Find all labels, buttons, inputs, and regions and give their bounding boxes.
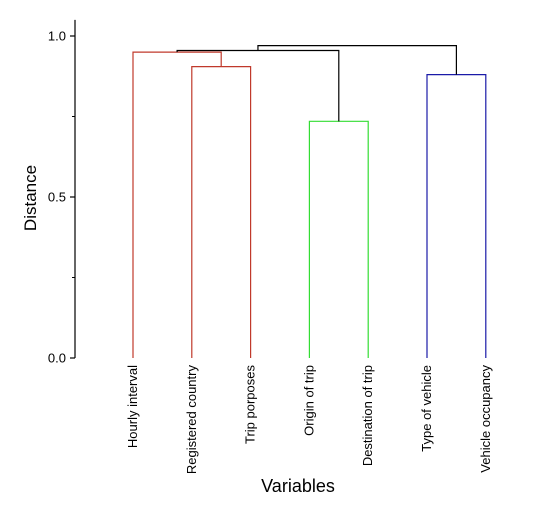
leaf-label: Destination of trip <box>360 365 375 466</box>
leaf-label: Vehicle occupancy <box>478 365 493 473</box>
leaf-label: Origin of trip <box>301 365 316 436</box>
y-tick-label: 0.5 <box>48 190 66 205</box>
dendrogram-link <box>308 120 369 358</box>
dendrogram-link <box>426 74 487 358</box>
x-axis-title: Variables <box>261 476 335 496</box>
y-tick-label: 0.0 <box>48 351 66 366</box>
leaf-labels: Hourly interval Registered country Trip po… <box>125 365 493 475</box>
y-axis: 0.0 0.5 1.0 <box>48 19 76 366</box>
dendrogram-link <box>132 51 222 358</box>
leaf-label: Trip porposes <box>243 365 258 444</box>
leaf-label: Type of vehicle <box>419 365 434 452</box>
y-axis-title: Distance <box>21 165 40 231</box>
y-tick-label: 1.0 <box>48 29 66 44</box>
dendrogram-link <box>176 49 340 122</box>
leaf-label: Hourly interval <box>125 365 140 448</box>
leaf-label: Registered country <box>184 365 199 475</box>
dendrogram-link <box>257 45 457 75</box>
dendrogram-link <box>191 65 252 358</box>
dendrogram-links <box>132 45 487 358</box>
